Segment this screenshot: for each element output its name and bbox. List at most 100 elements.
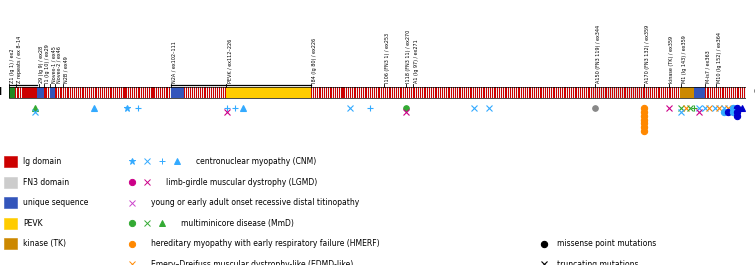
Bar [587,87,589,98]
Bar [412,87,414,98]
Bar [385,87,386,98]
Bar [471,87,473,98]
Bar [427,87,428,98]
Bar [433,87,434,98]
Bar [162,87,163,98]
Bar [510,87,511,98]
Bar [528,87,529,98]
Bar [219,87,220,98]
Bar [678,87,679,98]
Bar [708,87,710,98]
Bar [453,87,454,98]
Bar [534,87,535,98]
Text: Novex-2 / ex46: Novex-2 / ex46 [56,46,61,83]
Bar [63,87,64,98]
Bar [525,87,526,98]
Bar [538,87,539,98]
Bar [316,87,318,98]
Bar [366,87,368,98]
Text: truncating mutations: truncating mutations [557,260,639,265]
Bar [473,87,474,98]
Bar [704,87,746,98]
Bar [315,87,316,98]
Text: I84 (Ig 80) / ex226: I84 (Ig 80) / ex226 [312,38,317,83]
Bar [444,87,445,98]
Bar [503,87,504,98]
Bar [464,87,465,98]
Bar [445,87,447,98]
Bar [368,87,369,98]
Bar [98,87,100,98]
Bar [655,87,657,98]
Text: centronuclear myopathy (CNM): centronuclear myopathy (CNM) [196,157,316,166]
Bar [442,87,443,98]
Text: Emery–Dreifuss muscular dystrophy-like (EDMD-like): Emery–Dreifuss muscular dystrophy-like (… [151,260,353,265]
Bar [455,87,456,98]
Bar [70,87,72,98]
Bar [645,87,646,98]
Bar [17,87,19,98]
Bar [194,87,195,98]
Bar [85,87,86,98]
Bar [46,87,48,98]
Bar [514,87,515,98]
Bar [650,87,680,98]
Bar [733,87,734,98]
Text: FN3 domain: FN3 domain [23,178,69,187]
Bar [311,87,591,98]
Bar [113,87,114,98]
Bar [15,87,23,98]
Text: Ig domain: Ig domain [23,157,62,166]
Bar [654,87,655,98]
Bar [723,87,725,98]
Bar [357,87,359,98]
Bar [416,87,418,98]
Bar [186,87,187,98]
Bar [211,87,212,98]
Bar [405,87,406,98]
Bar [532,87,533,98]
Bar [738,87,739,98]
Bar [586,87,587,98]
Bar [4,156,17,167]
Bar [414,87,415,98]
Bar [695,87,704,98]
Bar [394,87,395,98]
Bar [226,87,311,98]
Bar [311,87,313,98]
Text: young or early adult onset recessive distal titinopathy: young or early adult onset recessive dis… [151,198,359,207]
Bar [670,87,671,98]
Bar [599,87,600,98]
Bar [204,87,205,98]
Bar [362,87,364,98]
Bar [141,87,143,98]
Bar [87,87,88,98]
Bar [60,87,62,98]
Bar [156,87,157,98]
Text: limb-girdle muscular dystrophy (LGMD): limb-girdle muscular dystrophy (LGMD) [166,178,317,187]
Bar [370,87,371,98]
Bar [80,87,81,98]
Bar [398,87,399,98]
Bar [669,87,670,98]
Bar [602,87,604,98]
Bar [104,87,105,98]
Bar [408,87,410,98]
Bar [629,87,630,98]
Bar [440,87,441,98]
Text: missense point mutations: missense point mutations [557,239,656,248]
Bar [606,87,608,98]
Bar [512,87,513,98]
Bar [650,87,651,98]
Bar [55,87,57,98]
Bar [66,87,68,98]
Bar [436,87,437,98]
Bar [636,87,638,98]
Bar [577,87,578,98]
Bar [731,87,732,98]
Bar [614,87,615,98]
Bar [151,87,152,98]
Text: I118 (FN3 11) / ex270: I118 (FN3 11) / ex270 [406,30,411,83]
Bar [540,87,541,98]
Bar [597,87,598,98]
